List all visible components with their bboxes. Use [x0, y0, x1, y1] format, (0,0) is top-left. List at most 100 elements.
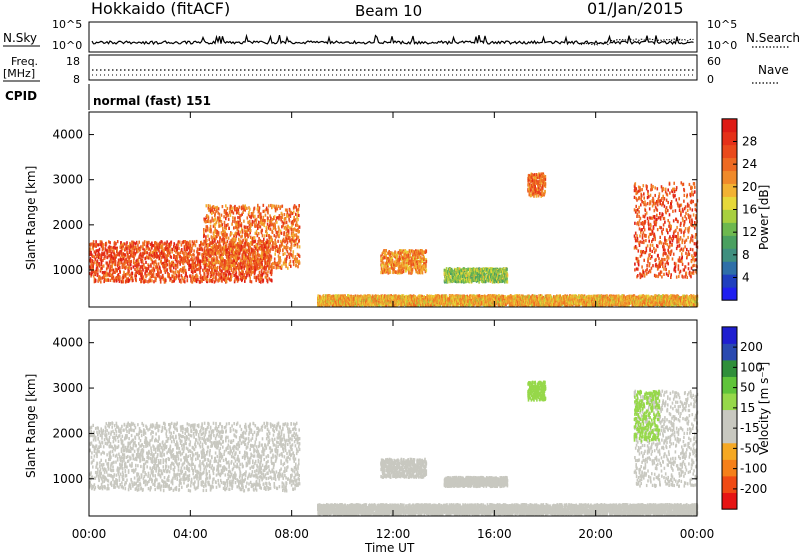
data-cell: [143, 242, 146, 247]
data-cell: [109, 253, 111, 257]
data-cell: [210, 219, 212, 223]
data-cell: [662, 242, 665, 246]
data-cell: [267, 217, 269, 221]
data-cell: [229, 213, 232, 217]
data-cell: [211, 264, 213, 269]
data-cell: [640, 194, 643, 198]
data-cell: [213, 232, 215, 236]
data-cell: [639, 216, 642, 220]
data-cell: [94, 279, 97, 283]
data-cell: [232, 211, 235, 215]
data-cell: [250, 280, 253, 284]
data-cell: [159, 280, 162, 284]
data-cell: [670, 200, 673, 204]
data-cell: [113, 249, 115, 253]
data-cell: [165, 261, 167, 265]
data-cell: [682, 182, 685, 186]
data-cell: [193, 253, 195, 257]
data-cell: [146, 251, 148, 255]
data-cell: [206, 228, 209, 232]
cpid-label: CPID: [5, 89, 37, 103]
data-cell: [659, 212, 661, 216]
data-cell: [207, 204, 210, 208]
data-cell: [118, 262, 120, 267]
data-cell: [229, 210, 231, 214]
data-cell: [97, 255, 100, 260]
data-cell: [213, 207, 216, 211]
data-cell: [148, 240, 150, 245]
data-cell: [100, 280, 102, 284]
data-cell: [124, 262, 126, 266]
data-cell: [665, 211, 667, 215]
data-cell: [95, 244, 97, 248]
data-cell: [271, 279, 273, 283]
data-cell: [198, 252, 201, 256]
data-cell: [157, 267, 159, 272]
data-cell: [127, 279, 130, 283]
data-cell: [147, 256, 150, 260]
data-cell: [682, 209, 684, 213]
data-cell: [131, 247, 133, 251]
data-cell: [222, 263, 224, 267]
data-cell: [145, 251, 147, 255]
data-cell: [648, 223, 650, 227]
data-cell: [144, 249, 146, 253]
data-cell: [122, 244, 124, 248]
data-cell: [89, 272, 91, 276]
data-cell: [116, 264, 119, 268]
freq-unit-label: [MHz]: [3, 67, 35, 80]
data-cell: [98, 253, 101, 257]
data-cell: [223, 237, 226, 241]
data-cell: [142, 275, 145, 279]
data-cell: [164, 263, 166, 267]
data-cell: [646, 264, 648, 268]
data-cell: [223, 215, 225, 219]
data-cell: [168, 259, 170, 264]
data-cell: [185, 272, 187, 276]
data-cell: [160, 270, 162, 274]
data-cell: [266, 231, 268, 235]
data-cell: [159, 252, 162, 256]
power-data-layer: [89, 172, 699, 308]
data-cell: [219, 239, 221, 243]
data-cell: [197, 278, 199, 282]
data-cell: [215, 277, 218, 281]
data-cell: [646, 267, 648, 271]
data-cell: [112, 257, 115, 261]
data-cell: [100, 260, 103, 264]
data-cell: [217, 207, 220, 211]
data-cell: [130, 259, 132, 263]
data-cell: [661, 232, 664, 236]
data-cell: [161, 262, 164, 266]
data-cell: [124, 273, 127, 277]
cpid-value: normal (fast) 151: [93, 94, 211, 108]
data-cell: [680, 203, 683, 207]
data-cell: [92, 264, 94, 268]
data-cell: [169, 278, 171, 282]
data-cell: [132, 261, 135, 265]
data-cell: [292, 262, 295, 267]
data-cell: [233, 250, 235, 254]
data-cell: [640, 203, 642, 207]
data-cell: [173, 254, 175, 258]
data-cell: [157, 242, 159, 246]
data-cell: [173, 242, 175, 246]
data-cell: [298, 213, 300, 218]
data-cell: [225, 280, 228, 284]
data-cell: [265, 255, 268, 259]
data-cell: [119, 265, 121, 269]
data-cell: [218, 253, 221, 257]
data-cell: [123, 272, 125, 276]
data-cell: [664, 220, 666, 224]
data-cell: [253, 236, 256, 240]
data-cell: [241, 234, 243, 238]
data-cell: [666, 259, 669, 263]
data-cell: [137, 249, 139, 254]
data-cell: [249, 276, 251, 280]
data-cell: [284, 221, 286, 225]
data-cell: [242, 245, 244, 249]
data-cell: [273, 215, 276, 219]
data-cell: [144, 256, 147, 260]
data-cell: [674, 265, 677, 269]
